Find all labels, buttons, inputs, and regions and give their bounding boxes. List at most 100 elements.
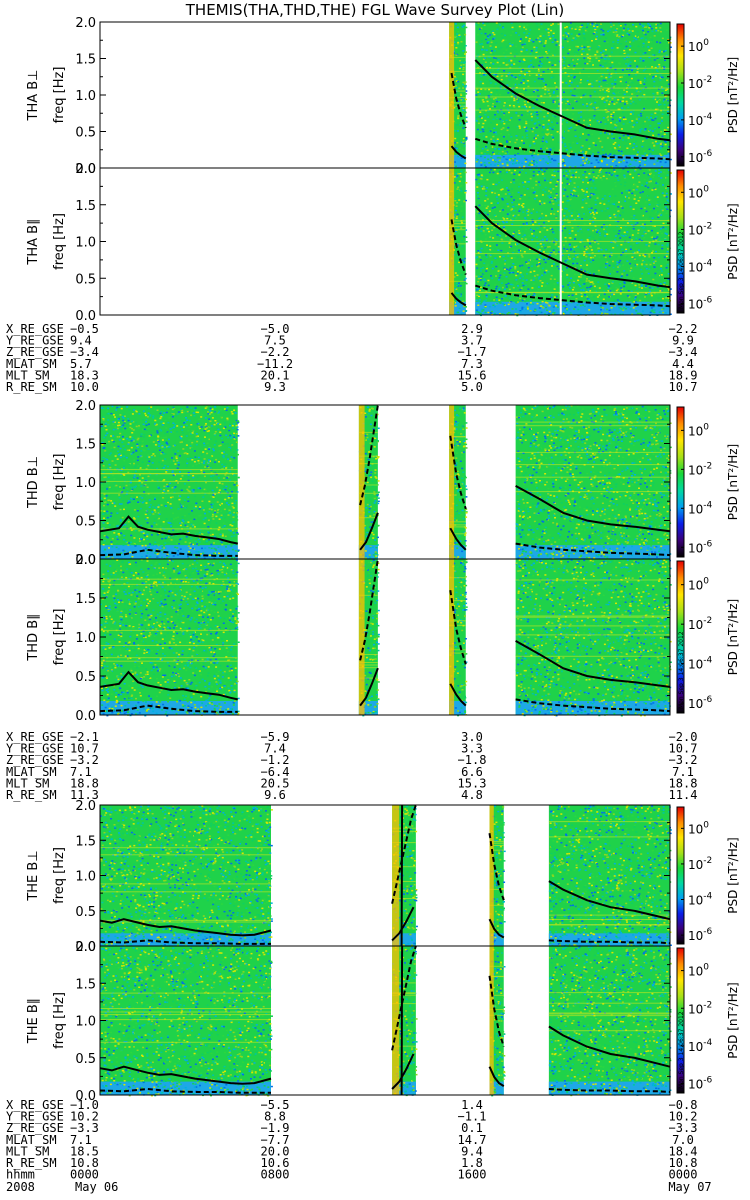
speckle: [590, 162, 593, 164]
speckle: [538, 188, 541, 191]
speckle: [533, 277, 536, 279]
speckle: [620, 76, 623, 78]
speckle: [221, 441, 224, 443]
speckle: [458, 34, 461, 36]
speckle: [498, 85, 501, 88]
speckle: [668, 104, 671, 107]
speckle: [651, 25, 654, 27]
speckle: [664, 108, 667, 110]
speckle: [496, 28, 499, 31]
speckle: [485, 299, 488, 301]
speckle: [637, 91, 640, 94]
speckle: [153, 509, 156, 511]
speckle: [586, 286, 589, 289]
speckle: [562, 62, 565, 65]
speckle: [658, 172, 660, 174]
y-tick-label: 2.0: [75, 16, 96, 31]
speckle: [121, 531, 124, 534]
speckle: [625, 100, 628, 103]
speckle: [642, 95, 645, 97]
speckle: [580, 289, 583, 291]
speckle: [545, 269, 548, 272]
speckle: [624, 103, 626, 105]
speckle: [644, 212, 646, 214]
speckle: [576, 29, 579, 31]
speckle: [569, 287, 571, 289]
speckle: [460, 94, 463, 96]
speckle: [649, 236, 652, 238]
speckle: [460, 126, 463, 129]
speckle: [590, 295, 593, 297]
speckle: [597, 243, 600, 245]
speckle: [645, 137, 648, 139]
speckle: [654, 66, 657, 69]
speckle: [496, 117, 499, 120]
speckle: [576, 256, 579, 258]
speckle: [641, 184, 644, 186]
speckle: [155, 473, 158, 476]
speckle: [657, 175, 660, 177]
speckle: [576, 85, 579, 87]
speckle: [464, 139, 467, 141]
speckle: [540, 101, 543, 104]
speckle: [527, 265, 530, 267]
speckle: [630, 111, 633, 113]
speckle: [493, 168, 496, 171]
speckle: [612, 92, 615, 94]
speckle: [616, 151, 618, 153]
speckle: [497, 111, 499, 114]
speckle: [480, 308, 483, 311]
speckle: [501, 298, 503, 300]
speckle: [659, 103, 662, 106]
speckle: [580, 164, 583, 167]
speckle: [108, 524, 111, 526]
speckle: [489, 65, 491, 67]
speckle: [518, 124, 521, 126]
speckle: [456, 215, 458, 218]
speckle: [480, 185, 483, 187]
speckle: [647, 175, 649, 177]
speckle: [583, 57, 586, 59]
speckle: [596, 229, 599, 231]
speckle: [563, 158, 566, 160]
speckle: [493, 312, 496, 315]
speckle: [570, 81, 573, 84]
speckle: [619, 276, 622, 278]
harmonic-streak: [475, 73, 670, 74]
speckle: [165, 436, 168, 438]
speckle: [563, 219, 566, 221]
speckle: [495, 290, 498, 293]
harmonic-streak: [449, 70, 466, 72]
speckle: [635, 121, 638, 124]
speckle: [587, 125, 590, 128]
speckle: [496, 227, 498, 229]
speckle: [655, 238, 658, 240]
speckle: [519, 265, 521, 267]
speckle: [221, 526, 224, 529]
speckle: [501, 277, 504, 280]
speckle: [504, 263, 506, 265]
speckle: [616, 263, 619, 266]
speckle: [628, 197, 631, 199]
speckle: [493, 226, 496, 229]
speckle: [509, 159, 511, 161]
speckle: [504, 288, 506, 291]
speckle: [465, 121, 468, 123]
speckle: [668, 146, 671, 148]
speckle: [566, 200, 569, 202]
speckle: [546, 131, 549, 134]
speckle: [465, 199, 467, 202]
speckle: [211, 477, 214, 480]
speckle: [192, 475, 195, 477]
speckle: [511, 308, 514, 310]
speckle: [574, 100, 577, 102]
speckle: [508, 269, 511, 271]
speckle: [505, 140, 508, 142]
speckle: [485, 223, 488, 226]
speckle: [479, 84, 482, 86]
speckle: [520, 269, 523, 272]
speckle: [619, 116, 622, 119]
speckle: [518, 92, 521, 95]
speckle: [602, 175, 605, 177]
speckle: [602, 79, 605, 82]
